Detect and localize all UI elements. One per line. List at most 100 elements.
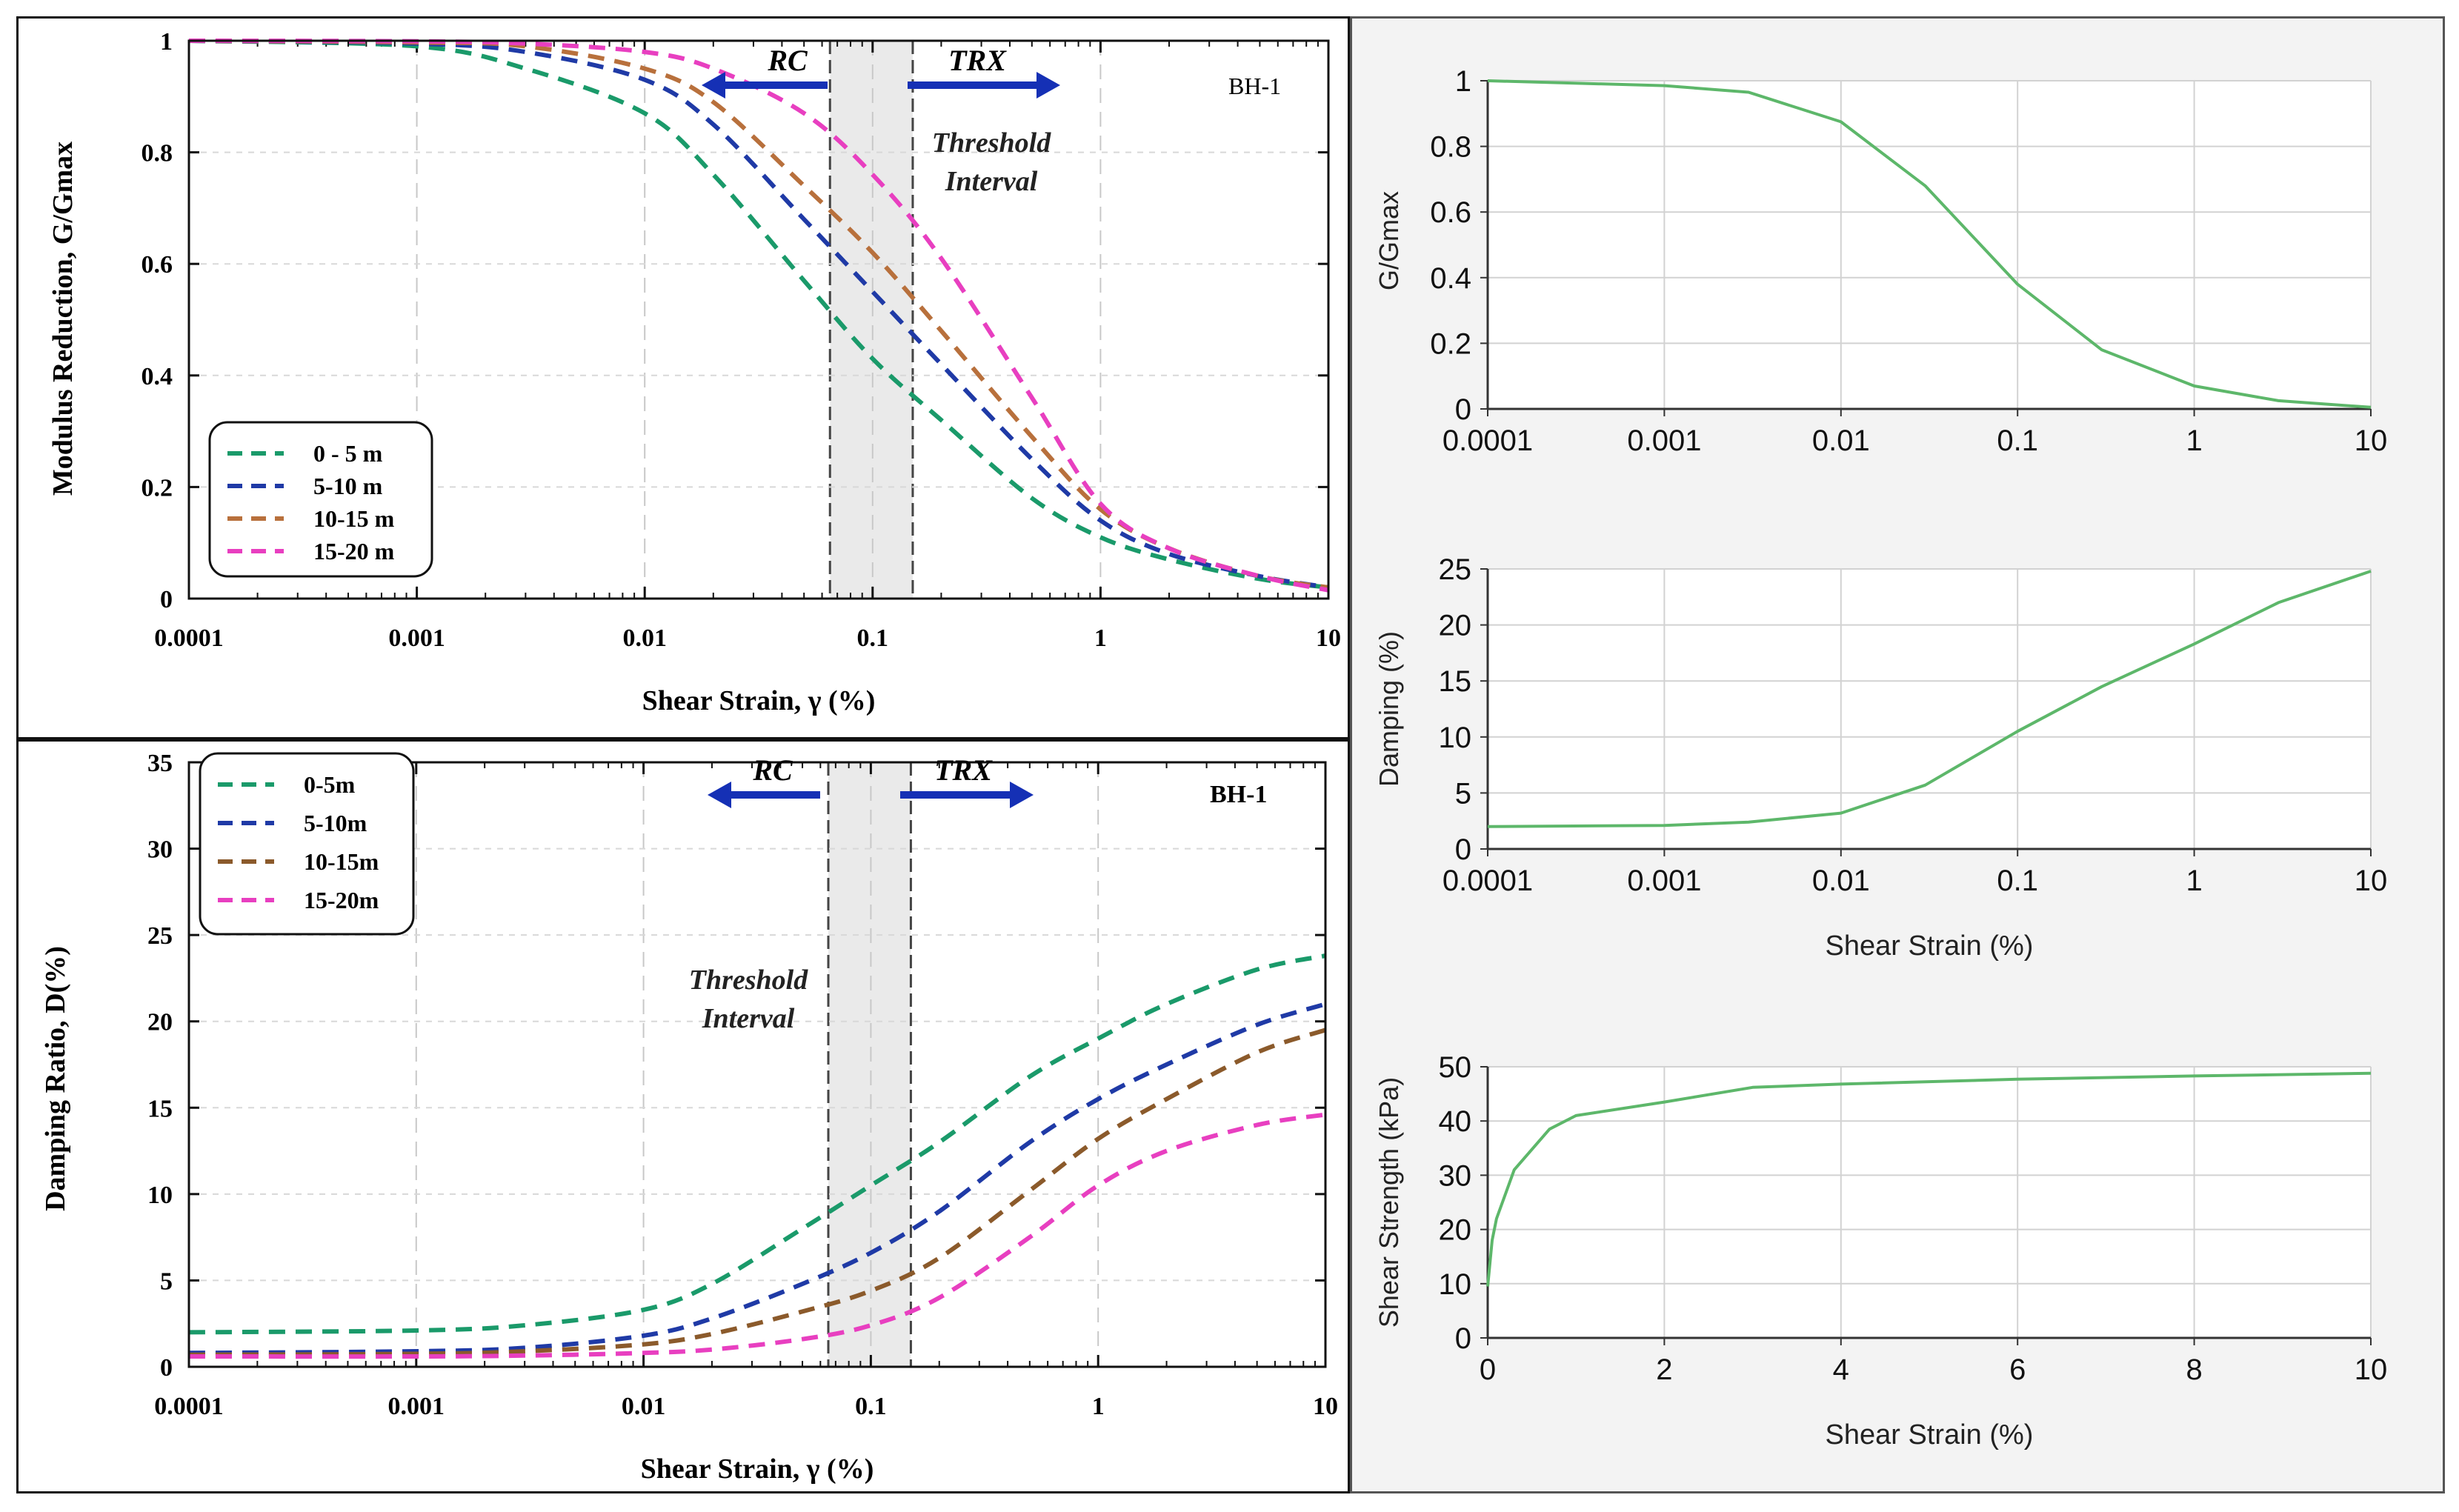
y-tick-label: 25 bbox=[147, 922, 173, 950]
y-axis-title: Damping (%) bbox=[1374, 631, 1404, 787]
y-tick-label: 0.4 bbox=[1430, 262, 1471, 295]
x-tick-label: 8 bbox=[2186, 1353, 2202, 1386]
y-tick-label: 30 bbox=[147, 836, 173, 864]
rc-arrow-head bbox=[702, 72, 725, 99]
y-tick-label: 0.4 bbox=[142, 363, 173, 390]
x-tick-label: 10 bbox=[2355, 865, 2388, 897]
y-tick-label: 0.6 bbox=[1430, 196, 1471, 229]
series-line-2 bbox=[188, 1002, 1326, 1356]
x-tick-label: 0.1 bbox=[1997, 865, 2038, 897]
x-tick-label: 0.0001 bbox=[1443, 424, 1533, 457]
y-tick-label: 0.2 bbox=[142, 474, 173, 502]
legend-label-4: 15-20 m bbox=[313, 538, 395, 564]
x-tick-label: 10 bbox=[2355, 1353, 2388, 1386]
legend-box bbox=[208, 421, 433, 578]
y-tick-label: 15 bbox=[147, 1095, 173, 1122]
plot-frame bbox=[187, 761, 1327, 1368]
legend-label-2: 5-10m bbox=[304, 810, 367, 836]
y-tick-label: 20 bbox=[1439, 610, 1472, 642]
y-axis-title: Shear Strength (kPa) bbox=[1374, 1077, 1404, 1328]
x-tick-label: 1 bbox=[1092, 1393, 1105, 1420]
interval-label: Interval bbox=[702, 1003, 795, 1034]
y-tick-label: 0.8 bbox=[142, 140, 173, 167]
y-tick-label: 0.8 bbox=[1430, 131, 1471, 164]
y-tick-label: 1 bbox=[160, 28, 173, 56]
y-tick-label: 0.6 bbox=[142, 251, 173, 279]
x-tick-label: 0.0001 bbox=[154, 625, 224, 652]
threshold-label: Threshold bbox=[689, 965, 808, 996]
borehole-label: BH-1 bbox=[1228, 73, 1281, 99]
legend-label-3: 10-15m bbox=[304, 848, 379, 875]
x-tick-label: 0.01 bbox=[1812, 865, 1870, 897]
trx-arrow-head bbox=[1010, 782, 1034, 808]
series-line-1 bbox=[1487, 79, 2372, 409]
x-tick-label: 0.0001 bbox=[1443, 865, 1533, 897]
x-tick-label: 0.0001 bbox=[154, 1393, 224, 1420]
plot-area bbox=[1488, 1067, 2371, 1338]
rc-label: RC bbox=[767, 44, 808, 77]
x-tick-label: 0.1 bbox=[857, 625, 889, 652]
y-tick-label: 40 bbox=[1439, 1105, 1472, 1138]
x-axis-title: Shear Strain, γ (%) bbox=[642, 685, 876, 716]
threshold-band bbox=[828, 762, 911, 1367]
plot-area bbox=[1488, 81, 2371, 409]
y-tick-label: 0 bbox=[160, 1354, 173, 1382]
legend-label-1: 0 - 5 m bbox=[313, 440, 383, 467]
plot-area bbox=[1488, 569, 2371, 849]
software-output-panel: 0.0001 0.001 0.01 0.1 1 10 0 0.2 0.4 0.6 0.8 1 G/Gma… bbox=[1350, 16, 2445, 1493]
legend-label-1: 0-5m bbox=[304, 771, 356, 798]
x-tick-label: 0.01 bbox=[622, 1393, 666, 1420]
x-tick-label: 0.01 bbox=[1812, 424, 1870, 457]
y-axis-title: G/Gmax bbox=[1374, 191, 1404, 290]
threshold-label: Threshold bbox=[932, 127, 1051, 159]
x-tick-label: 0.1 bbox=[1997, 424, 2038, 457]
plot-frame bbox=[187, 39, 1330, 600]
modulus-reduction-panel: 0 0.2 0.4 0.6 0.8 1 0.0001 0.001 0.01 0.1 1 10 RC TRX… bbox=[16, 16, 1350, 739]
y-tick-label: 0 bbox=[1455, 1322, 1471, 1355]
y-tick-label: 15 bbox=[1439, 665, 1472, 698]
series-line-2 bbox=[188, 39, 1329, 590]
x-tick-label: 1 bbox=[2186, 424, 2202, 457]
software-output-charts: 0.0001 0.001 0.01 0.1 1 1000.20.40.60.81G/Gma… bbox=[1374, 65, 2388, 1451]
trx-label: TRX bbox=[934, 753, 993, 787]
y-axis-title: Modulus Reduction, G/Gmax bbox=[47, 141, 79, 496]
x-axis-title: Shear Strain, γ (%) bbox=[641, 1453, 874, 1485]
series-line-4 bbox=[188, 1112, 1326, 1359]
x-tick-label: 0.001 bbox=[388, 1393, 445, 1420]
rc-arrow-head bbox=[708, 782, 731, 808]
y-tick-label: 0 bbox=[1455, 833, 1471, 866]
series-line-1 bbox=[1487, 570, 2372, 828]
y-tick-label: 5 bbox=[160, 1268, 173, 1295]
x-tick-label: 0.001 bbox=[388, 625, 445, 652]
x-tick-label: 0.01 bbox=[622, 625, 667, 652]
interval-label: Interval bbox=[945, 166, 1038, 197]
damping-ratio-chart: 0 5 10 15 20 25 30 35 0.0001 0.001 0.01 0.1 1 10 RC TRX… bbox=[40, 750, 1338, 1485]
y-tick-label: 10 bbox=[1439, 722, 1472, 754]
series-line-4 bbox=[188, 39, 1329, 593]
y-tick-label: 50 bbox=[1439, 1051, 1472, 1084]
x-tick-label: 10 bbox=[2355, 424, 2388, 457]
y-tick-label: 35 bbox=[147, 750, 173, 777]
y-tick-label: 10 bbox=[147, 1182, 173, 1209]
y-tick-label: 20 bbox=[1439, 1214, 1472, 1247]
legend-label-2: 5-10 m bbox=[313, 473, 383, 499]
series-line-1 bbox=[188, 953, 1326, 1335]
legend-label-3: 10-15 m bbox=[313, 505, 395, 532]
x-tick-label: 0.001 bbox=[1627, 865, 1701, 897]
y-tick-label: 1 bbox=[1455, 65, 1471, 98]
x-tick-label: 1 bbox=[2186, 865, 2202, 897]
y-tick-label: 5 bbox=[1455, 777, 1471, 810]
x-tick-label: 10 bbox=[1316, 625, 1341, 652]
x-axis-title: Shear Strain (%) bbox=[1826, 930, 2034, 962]
x-tick-label: 0.1 bbox=[855, 1393, 887, 1420]
y-tick-label: 0 bbox=[1455, 393, 1471, 426]
borehole-label: BH-1 bbox=[1210, 781, 1267, 808]
series-line-1 bbox=[188, 39, 1329, 590]
y-tick-label: 25 bbox=[1439, 553, 1472, 586]
y-tick-label: 20 bbox=[147, 1009, 173, 1036]
series-line-1 bbox=[1486, 1071, 2372, 1287]
modulus-reduction-chart: 0 0.2 0.4 0.6 0.8 1 0.0001 0.001 0.01 0.1 1 10 RC TRX… bbox=[47, 28, 1341, 716]
x-tick-label: 10 bbox=[1313, 1393, 1338, 1420]
x-tick-label: 2 bbox=[1656, 1353, 1672, 1386]
x-tick-label: 0.001 bbox=[1627, 424, 1701, 457]
